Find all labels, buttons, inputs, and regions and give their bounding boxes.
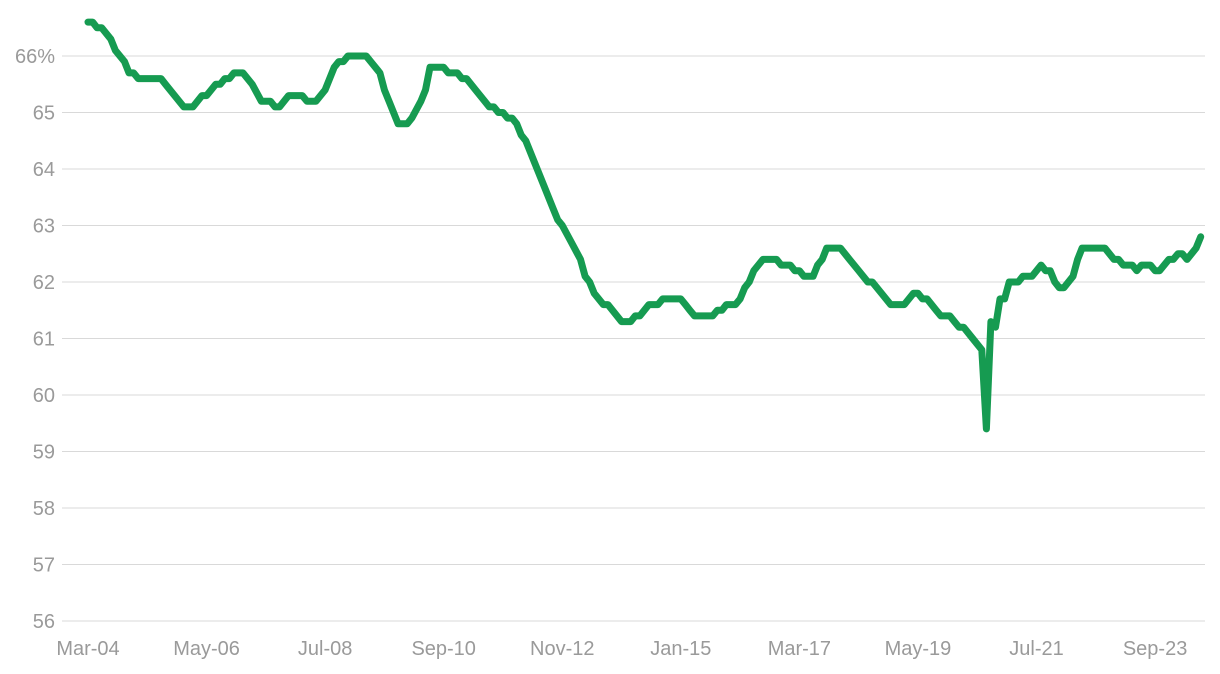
y-tick-label: 63	[33, 216, 55, 238]
y-tick-label: 61	[33, 329, 55, 351]
series-line-0	[84, 18, 1205, 433]
x-tick-label: Sep-10	[411, 638, 476, 660]
y-tick-label: 66%	[15, 46, 55, 68]
series-lines	[84, 18, 1205, 433]
gridlines	[62, 55, 1205, 622]
x-tick-label: Jul-21	[1009, 638, 1063, 660]
x-tick-label: Mar-17	[768, 638, 831, 660]
x-tick-label: Mar-04	[56, 638, 119, 660]
y-tick-label: 65	[33, 103, 55, 125]
x-axis-tick-labels: Mar-04 May-06 Jul-08 Sep-10 Nov-12 Jan-15 Mar-…	[56, 638, 1187, 660]
y-tick-label: 60	[33, 385, 55, 407]
y-axis-tick-labels: 56 57 58 59 60 61 62 63 64 65 66%	[15, 46, 55, 633]
x-tick-label: May-06	[173, 638, 240, 660]
y-tick-label: 62	[33, 272, 55, 294]
x-tick-label: Nov-12	[530, 638, 594, 660]
x-tick-label: May-19	[885, 638, 952, 660]
x-tick-label: Sep-23	[1123, 638, 1188, 660]
y-tick-label: 56	[33, 611, 55, 633]
y-tick-label: 57	[33, 555, 55, 577]
y-tick-label: 64	[33, 159, 55, 181]
y-tick-label: 58	[33, 498, 55, 520]
x-tick-label: Jan-15	[650, 638, 711, 660]
y-tick-label: 59	[33, 442, 55, 464]
x-tick-label: Jul-08	[298, 638, 352, 660]
